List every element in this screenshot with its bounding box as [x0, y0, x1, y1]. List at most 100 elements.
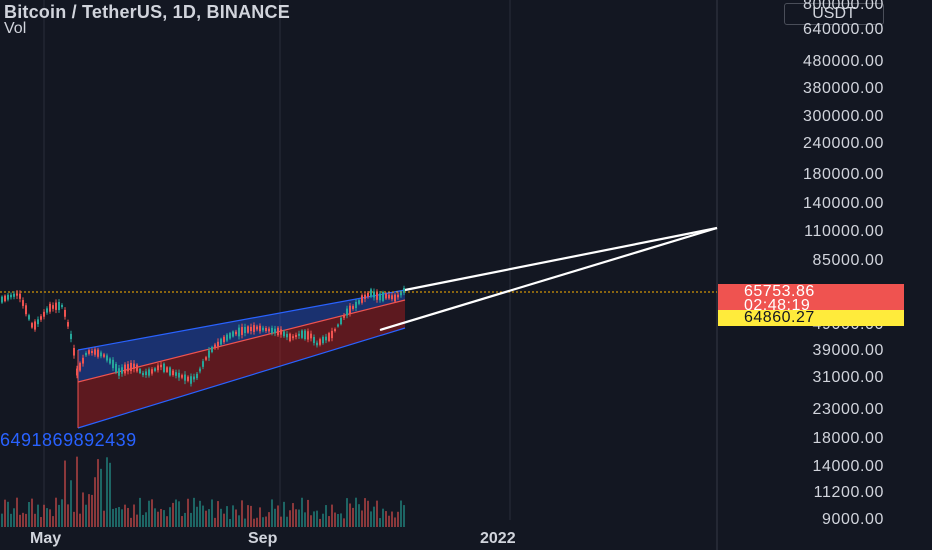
volume-bar [367, 500, 369, 527]
volume-bar [325, 505, 327, 527]
candle-body [256, 326, 258, 330]
candle-body [10, 294, 12, 298]
candle-body [34, 321, 36, 330]
candle-body [181, 375, 183, 378]
volume-bar [220, 508, 222, 527]
candle-body [100, 352, 102, 357]
price-axis-label: 39000.00 [812, 342, 884, 359]
volume-bar [295, 509, 297, 527]
volume-bar [229, 518, 231, 527]
candle-body [91, 350, 93, 354]
price-axis-label: 140000.00 [802, 195, 884, 212]
candle-body [241, 327, 243, 335]
volume-bar [118, 507, 120, 527]
candle-body [277, 327, 279, 336]
volume-bar [148, 500, 150, 527]
volume-bar [223, 513, 225, 527]
candle-body [28, 315, 30, 320]
volume-bar [13, 508, 15, 527]
candle-body [190, 376, 192, 384]
volume-bar [265, 516, 267, 527]
ruler-value-label: 6491869892439 [0, 430, 137, 450]
candle-body [283, 331, 285, 337]
candle-body [319, 339, 321, 345]
volume-bar [64, 460, 66, 527]
volume-bar [301, 497, 303, 527]
volume-bar [7, 501, 9, 527]
volume-bar [286, 516, 288, 527]
candle-body [160, 364, 162, 368]
volume-bar [391, 511, 393, 527]
candle-body [364, 294, 366, 299]
volume-bar [310, 515, 312, 527]
candle-body [49, 303, 51, 312]
candle-body [349, 305, 351, 314]
volume-bar [52, 516, 54, 527]
volume-bar [250, 505, 252, 527]
volume-bar [226, 506, 228, 527]
volume-bar [322, 513, 324, 527]
price-axis-label: 18000.00 [812, 430, 884, 447]
volume-bar [331, 504, 333, 527]
currency-button[interactable]: USDT [784, 3, 884, 25]
volume-bar [76, 456, 78, 527]
volume-bar [337, 514, 339, 527]
volume-bar [376, 500, 378, 527]
candle-body [271, 327, 273, 334]
volume-bar [241, 500, 243, 527]
price-axis-label: 240000.00 [802, 135, 884, 152]
volume-bar [151, 499, 153, 527]
symbol-title[interactable]: Bitcoin / TetherUS, 1D, BINANCE [4, 2, 290, 22]
volume-bar [382, 508, 384, 527]
candle-body [400, 292, 402, 296]
volume-bar [274, 508, 276, 527]
volume-bar [16, 497, 18, 527]
candle-body [325, 336, 327, 341]
volume-bar [397, 511, 399, 527]
volume-bar [202, 505, 204, 527]
volume-indicator-label[interactable]: Vol [4, 20, 27, 37]
volume-bar [298, 509, 300, 527]
candle-body [58, 301, 60, 311]
candle-body [7, 294, 9, 300]
volume-bar [154, 508, 156, 527]
volume-bar [304, 512, 306, 527]
candle-body [37, 319, 39, 325]
volume-bar [145, 512, 147, 527]
volume-bar [88, 494, 90, 527]
candle-body [292, 336, 294, 339]
candle-body [133, 363, 135, 369]
volume-bar [46, 508, 48, 527]
candle-body [73, 347, 75, 356]
volume-bar [379, 518, 381, 527]
candle-body [352, 306, 354, 309]
candle-body [328, 333, 330, 341]
trendline-lower [379, 226, 718, 332]
candle-body [46, 308, 48, 313]
candle-body [115, 363, 117, 373]
volume-bar [178, 501, 180, 527]
candle-body [130, 362, 132, 372]
candle-body [253, 325, 255, 332]
volume-bar [388, 515, 390, 527]
time-axis-label: Sep [248, 530, 278, 547]
candle-body [340, 317, 342, 325]
channel-upper-line [77, 289, 406, 351]
volume-bar [121, 509, 123, 527]
candle-body [106, 355, 108, 361]
volume-bar [313, 511, 315, 527]
candle-body [145, 371, 147, 376]
candle-body [64, 309, 66, 317]
candle-body [196, 373, 198, 379]
candle-body [262, 327, 264, 331]
price-axis-label: 800000.00 [802, 0, 884, 13]
time-axis-label: May [30, 530, 62, 547]
volume-bar [175, 499, 177, 527]
volume-bar [370, 511, 372, 527]
volume-bar [19, 514, 21, 527]
candle-body [202, 361, 204, 367]
candle-body [79, 362, 81, 371]
candle-body [19, 293, 21, 299]
